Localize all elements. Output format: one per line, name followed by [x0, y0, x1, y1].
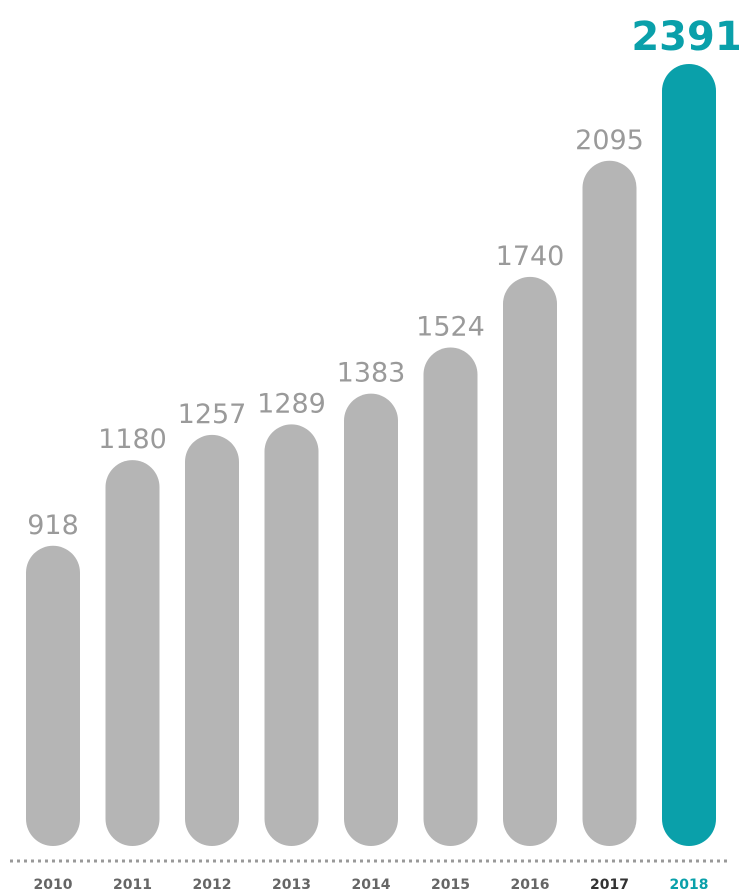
value-label-2013: 1289 [257, 388, 326, 419]
bar-2014 [344, 393, 398, 846]
bar-2018 [662, 64, 716, 846]
category-label-2018: 2018 [670, 877, 709, 893]
category-label-2016: 2016 [511, 877, 550, 893]
category-label-2011: 2011 [113, 877, 152, 893]
bar-2016 [503, 276, 557, 847]
bar-2013 [264, 424, 319, 846]
category-label-2015: 2015 [431, 877, 470, 893]
bar-2017 [582, 160, 637, 847]
value-label-2016: 1740 [496, 241, 565, 272]
bars-group [26, 64, 716, 847]
category-label-2010: 2010 [34, 877, 73, 893]
value-labels-group: 918 1180 1257 1289 1383 1524 1740 2095 2391 [27, 14, 739, 541]
category-label-2014: 2014 [352, 877, 391, 893]
value-label-2017: 2095 [575, 125, 644, 156]
value-label-2015: 1524 [416, 312, 485, 343]
bar-2010 [26, 545, 80, 846]
bar-2011 [105, 460, 160, 846]
bar-2015 [423, 347, 478, 846]
value-label-2011: 1180 [98, 424, 167, 455]
value-label-2018: 2391 [631, 14, 739, 60]
value-label-2014: 1383 [337, 358, 406, 389]
category-label-2012: 2012 [193, 877, 232, 893]
category-label-2017: 2017 [590, 877, 629, 893]
value-label-2010: 918 [27, 510, 79, 541]
value-label-2012: 1257 [178, 399, 247, 430]
category-labels-group: 2010 2011 2012 2013 2014 2015 2016 2017 2018 [34, 877, 709, 893]
bar-2012 [185, 434, 239, 846]
category-label-2013: 2013 [272, 877, 311, 893]
